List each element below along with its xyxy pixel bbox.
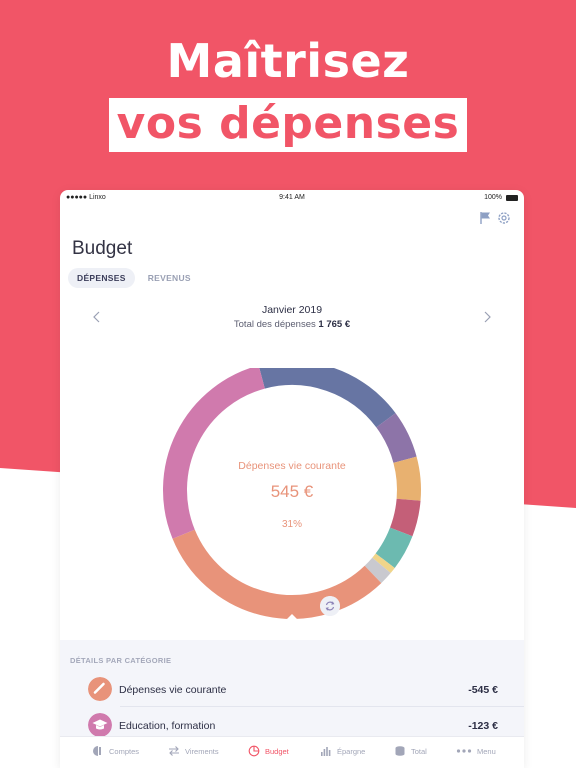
gear-icon[interactable]: [496, 210, 512, 226]
transfer-icon: [169, 746, 179, 756]
details-section-title: DÉTAILS PAR CATÉGORIE: [70, 656, 172, 665]
battery-icon: [506, 195, 518, 201]
donut-slice-8[interactable]: [163, 368, 266, 539]
chevron-right-icon[interactable]: [480, 310, 494, 324]
category-name: Dépenses vie courante: [119, 684, 227, 696]
nav-label: Budget: [265, 746, 289, 756]
graduation-cap-icon: [88, 713, 112, 737]
nav-budget[interactable]: Budget: [248, 745, 289, 757]
nav-label: Épargne: [337, 746, 366, 756]
page-title: Budget: [72, 238, 133, 259]
donut-slice-3[interactable]: [389, 498, 421, 537]
total-label: Total des dépenses: [233, 319, 316, 330]
category-name: Education, formation: [119, 720, 216, 732]
category-row-vie-courante[interactable]: Dépenses vie courante -545 €: [86, 676, 498, 704]
category-amount: -545 €: [468, 684, 498, 696]
nav-label: Virements: [185, 746, 219, 756]
coins-icon: [395, 746, 405, 756]
battery-percent: 100%: [484, 194, 502, 201]
row-divider: [120, 706, 524, 707]
receipt-icon: [88, 677, 112, 701]
nav-virements[interactable]: Virements: [168, 745, 219, 757]
donut-slice-6[interactable]: [364, 557, 391, 584]
headline-line-1: Maîtrisez: [166, 34, 410, 88]
donut-slice-1[interactable]: [376, 413, 417, 464]
donut-slice-5[interactable]: [372, 553, 395, 574]
dots-icon: [456, 749, 472, 753]
status-bar: ●●●●● Linxo 9:41 AM 100%: [60, 190, 524, 206]
nav-label: Total: [411, 746, 427, 756]
tab-revenus[interactable]: REVENUS: [147, 273, 191, 283]
period-selector: Janvier 2019 Total des dépenses 1 765 €: [60, 304, 524, 334]
tab-depenses[interactable]: DÉPENSES: [68, 268, 135, 288]
total-expenses: Total des dépenses 1 765 €: [60, 319, 524, 330]
category-row-education[interactable]: Education, formation -123 €: [86, 712, 498, 740]
donut-slice-2[interactable]: [393, 456, 421, 501]
selected-slice-marker: [286, 614, 298, 620]
chevron-left-icon[interactable]: [90, 310, 104, 324]
status-time: 9:41 AM: [279, 194, 305, 201]
carrier-label: ●●●●● Linxo: [66, 194, 106, 201]
total-value: 1 765 €: [318, 319, 351, 330]
donut-slice-0[interactable]: [259, 368, 396, 428]
donut-chart[interactable]: Dépenses vie courante 545 € 31%: [160, 368, 424, 622]
flag-icon[interactable]: [478, 210, 494, 226]
month-label: Janvier 2019: [261, 304, 323, 316]
accounts-icon: [93, 746, 101, 756]
chart-center-percent: 31%: [281, 519, 302, 530]
chart-center-amount: 545 €: [270, 482, 314, 501]
bar-chart-icon: [321, 747, 331, 756]
nav-epargne[interactable]: Épargne: [320, 745, 365, 757]
pie-chart-icon: [248, 745, 260, 757]
category-amount: -123 €: [468, 720, 498, 732]
nav-total[interactable]: Total: [394, 745, 427, 757]
nav-comptes[interactable]: Comptes: [92, 745, 139, 757]
nav-label: Comptes: [109, 746, 140, 756]
donut-chart-svg: [163, 368, 421, 620]
chart-center-label: Dépenses vie courante: [238, 460, 346, 472]
rotate-icon[interactable]: [320, 596, 340, 616]
nav-menu[interactable]: Menu: [456, 745, 496, 757]
donut-slice-7[interactable]: [172, 529, 382, 619]
nav-label: Menu: [477, 746, 496, 756]
tab-bar: DÉPENSES REVENUS: [68, 268, 200, 288]
app-screen: ●●●●● Linxo 9:41 AM 100% Budget DÉPENSES…: [60, 190, 524, 768]
donut-slice-4[interactable]: [375, 527, 413, 568]
headline-line-2: vos dépenses: [108, 98, 468, 152]
bottom-navigation: Comptes Virements Budget Épargne: [60, 736, 524, 768]
